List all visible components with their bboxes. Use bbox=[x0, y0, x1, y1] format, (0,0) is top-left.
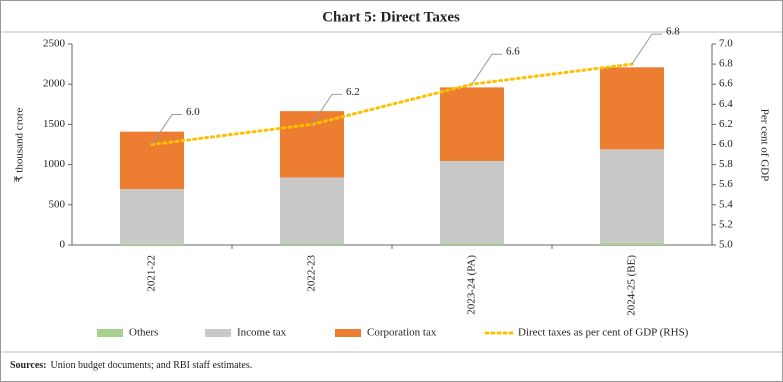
source-label: Sources: bbox=[10, 360, 46, 371]
y-tick-label: 2000 bbox=[43, 78, 66, 90]
bar-segment bbox=[440, 87, 504, 161]
y2-tick-label: 6.8 bbox=[719, 58, 733, 70]
x-tick-label: 2024-25 (BE) bbox=[626, 255, 638, 316]
legend-label: Corporation tax bbox=[367, 327, 437, 339]
data-label: 6.2 bbox=[346, 86, 360, 98]
bar-segment bbox=[280, 243, 344, 245]
bar-segment bbox=[440, 160, 504, 244]
source-text: Union budget documents; and RBI staff es… bbox=[50, 360, 252, 371]
y2-tick-label: 6.2 bbox=[719, 118, 733, 130]
y-tick-label: 0 bbox=[60, 239, 66, 251]
legend-swatch bbox=[97, 329, 123, 337]
y2-tick-label: 6.4 bbox=[719, 98, 733, 110]
bar-segment bbox=[600, 67, 664, 150]
legend-swatch bbox=[205, 329, 231, 337]
label-leader bbox=[151, 114, 182, 145]
x-tick-label: 2022-23 bbox=[306, 255, 318, 292]
y-tick-label: 1000 bbox=[43, 158, 66, 170]
bar-segment bbox=[120, 243, 184, 245]
bar-segment bbox=[280, 111, 344, 178]
data-label: 6.6 bbox=[506, 46, 520, 58]
x-tick-label: 2021-22 bbox=[146, 255, 158, 292]
line-series bbox=[150, 62, 634, 146]
y2-tick-label: 5.4 bbox=[719, 198, 733, 210]
y2-tick-label: 7.0 bbox=[719, 38, 733, 50]
bar-segment bbox=[440, 243, 504, 245]
y-tick-label: 1500 bbox=[43, 118, 66, 130]
legend-label: Income tax bbox=[237, 327, 287, 339]
x-tick-label: 2023-24 (PA) bbox=[466, 255, 478, 315]
legend-label: Direct taxes as per cent of GDP (RHS) bbox=[518, 327, 689, 339]
data-label: 6.8 bbox=[666, 26, 680, 38]
bar-segment bbox=[120, 131, 184, 190]
chart-title: Chart 5: Direct Taxes bbox=[322, 9, 460, 25]
y2-tick-label: 5.6 bbox=[719, 178, 733, 190]
label-leader bbox=[311, 93, 342, 125]
y-axis-label: ₹ thousand crore bbox=[14, 107, 26, 182]
y2-axis-label: Per cent of GDP bbox=[758, 109, 770, 181]
bar-segment bbox=[280, 177, 344, 244]
data-label: 6.0 bbox=[186, 106, 200, 118]
label-leader bbox=[631, 33, 662, 65]
bar-segment bbox=[600, 242, 664, 245]
y2-tick-label: 5.8 bbox=[719, 158, 733, 170]
y2-tick-label: 5.2 bbox=[719, 218, 733, 230]
source: Sources: Union budget documents; and RBI … bbox=[10, 360, 252, 371]
label-leader bbox=[471, 53, 502, 85]
bar-segment bbox=[120, 189, 184, 244]
legend-swatch bbox=[335, 329, 361, 337]
legend-label: Others bbox=[129, 327, 158, 339]
bar-segment bbox=[600, 149, 664, 243]
y-tick-label: 2500 bbox=[43, 38, 66, 50]
y2-tick-label: 6.0 bbox=[719, 138, 733, 150]
y2-tick-label: 5.0 bbox=[719, 239, 733, 251]
y2-tick-label: 6.6 bbox=[719, 78, 733, 90]
y-tick-label: 500 bbox=[49, 198, 66, 210]
